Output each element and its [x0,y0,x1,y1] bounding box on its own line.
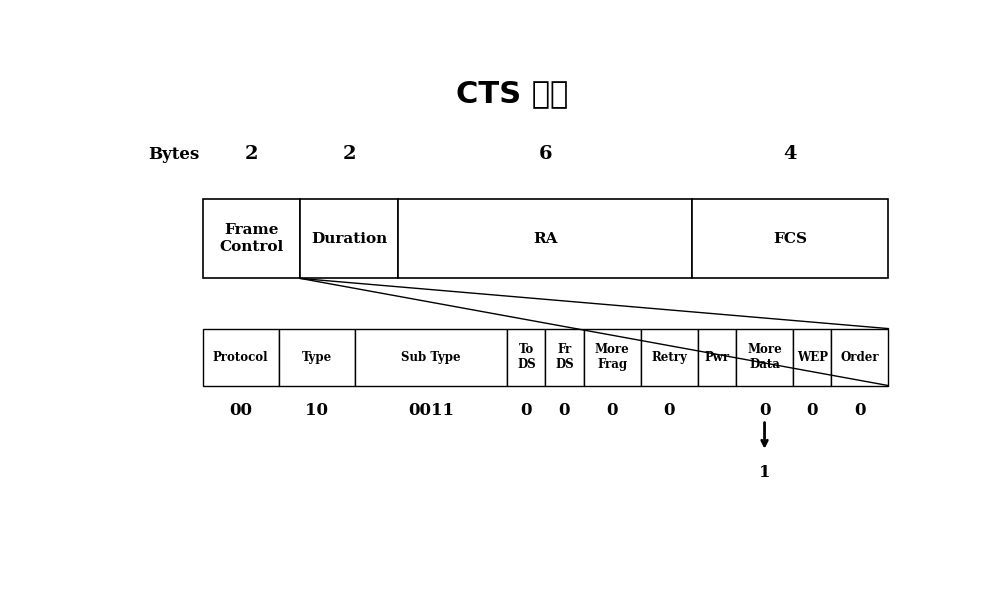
Bar [398,199,692,278]
Bar [202,199,300,278]
Bar [300,199,398,278]
Text: RA: RA [533,231,558,246]
Bar [736,329,793,385]
Bar [692,199,888,278]
Text: 00: 00 [229,402,252,419]
Text: 1: 1 [759,464,770,481]
Text: 6: 6 [539,145,552,163]
Text: Duration: Duration [311,231,388,246]
Text: 0: 0 [664,402,675,419]
Bar [831,329,888,385]
Text: 0011: 0011 [408,402,454,419]
Text: 0: 0 [759,402,770,419]
Text: 0: 0 [559,402,570,419]
Bar [202,329,279,385]
Text: Type: Type [302,350,332,363]
Text: To
DS: To DS [517,343,536,371]
Text: More
Data: More Data [747,343,782,371]
Text: Retry: Retry [651,350,687,363]
Bar [641,329,698,385]
Text: WEP: WEP [797,350,828,363]
Bar [698,329,736,385]
Text: FCS: FCS [773,231,807,246]
Bar [507,329,545,385]
Text: Frame
Control: Frame Control [219,223,284,253]
Text: 2: 2 [343,145,356,163]
Bar [355,329,507,385]
Bar [793,329,831,385]
Text: 0: 0 [521,402,532,419]
Text: Protocol: Protocol [213,350,268,363]
Text: Order: Order [840,350,879,363]
Text: Pwr: Pwr [704,350,729,363]
Text: Bytes: Bytes [148,146,200,162]
Text: 4: 4 [784,145,797,163]
Text: 0: 0 [854,402,866,419]
Text: Sub Type: Sub Type [401,350,461,363]
Text: 0: 0 [806,402,818,419]
Text: 2: 2 [245,145,258,163]
Bar [545,329,584,385]
Text: 10: 10 [305,402,328,419]
Text: 0: 0 [606,402,618,419]
Text: More
Frag: More Frag [595,343,629,371]
Bar [279,329,355,385]
Text: Fr
DS: Fr DS [555,343,574,371]
Bar [584,329,641,385]
Text: CTS 结构: CTS 结构 [456,79,569,108]
